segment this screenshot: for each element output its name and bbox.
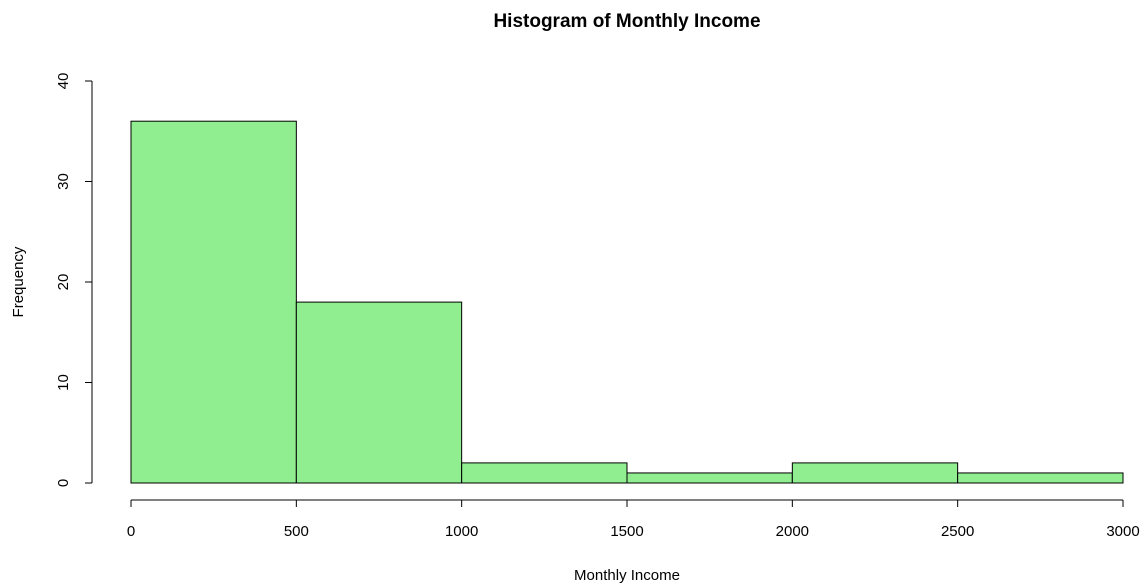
y-tick-label: 30 — [55, 173, 72, 190]
bar — [626, 472, 793, 484]
x-tick-label: 3000 — [1106, 523, 1139, 540]
x-tick-label: 2000 — [776, 523, 809, 540]
bar — [957, 472, 1124, 484]
bar — [130, 120, 297, 484]
bar — [461, 462, 628, 484]
x-tick-label: 500 — [284, 523, 309, 540]
x-axis-label: Monthly Income — [574, 567, 680, 584]
bar — [791, 462, 959, 484]
y-tick-label: 0 — [55, 479, 72, 487]
y-tick-label: 20 — [55, 274, 72, 291]
y-tick-label: 40 — [55, 73, 72, 90]
x-tick-label: 0 — [127, 523, 135, 540]
chart-title: Histogram of Monthly Income — [493, 11, 760, 32]
y-tick-label: 10 — [55, 374, 72, 391]
x-tick-label: 1000 — [445, 523, 478, 540]
y-axis-label: Frequency — [10, 246, 27, 317]
x-tick-label: 2500 — [941, 523, 974, 540]
bar — [295, 301, 463, 484]
x-tick-label: 1500 — [610, 523, 643, 540]
